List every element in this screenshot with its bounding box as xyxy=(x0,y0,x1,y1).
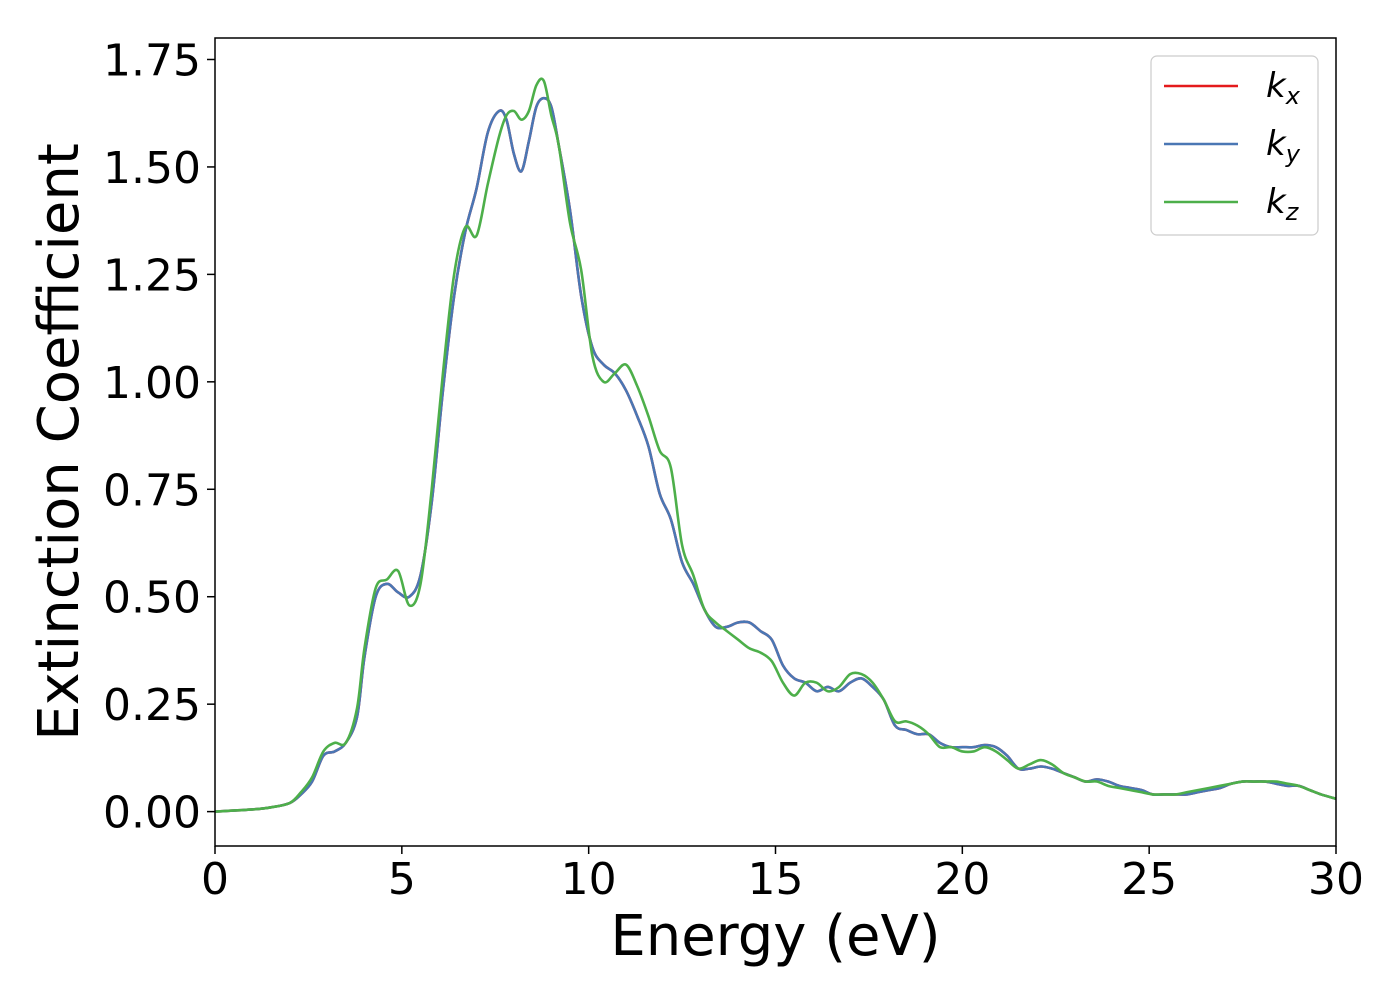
y-tick-label: 0.00 xyxy=(103,788,201,839)
y-tick-label: 1.25 xyxy=(103,250,201,301)
y-tick-label: 0.25 xyxy=(103,680,201,731)
y-tick-label: 1.75 xyxy=(103,35,201,86)
x-tick-label: 30 xyxy=(1308,854,1364,905)
series-layer xyxy=(215,77,1336,813)
y-tick-label: 1.50 xyxy=(103,143,201,194)
x-tick-label: 10 xyxy=(561,854,617,905)
x-tick-label: 15 xyxy=(748,854,804,905)
x-tick-label: 20 xyxy=(934,854,990,905)
x-axis-title: Energy (eV) xyxy=(610,904,940,969)
plot-area xyxy=(214,37,1337,847)
x-tick-label: 5 xyxy=(388,854,416,905)
series-line-y xyxy=(215,96,1336,813)
legend-frame xyxy=(1150,55,1319,236)
x-tick-label: 0 xyxy=(201,854,229,905)
x-tick-label: 25 xyxy=(1121,854,1177,905)
y-tick-label: 0.50 xyxy=(103,573,201,624)
y-axis: 0.00 0.25 0.50 0.75 1.00 1.25 1.50 1.75 xyxy=(103,35,215,839)
series-line-z xyxy=(215,77,1336,813)
x-axis: 0 5 10 15 20 25 30 xyxy=(201,846,1364,905)
y-tick-label: 0.75 xyxy=(103,465,201,516)
y-tick-label: 1.00 xyxy=(103,358,201,409)
y-axis-title: Extinction Coefficient xyxy=(27,143,92,741)
